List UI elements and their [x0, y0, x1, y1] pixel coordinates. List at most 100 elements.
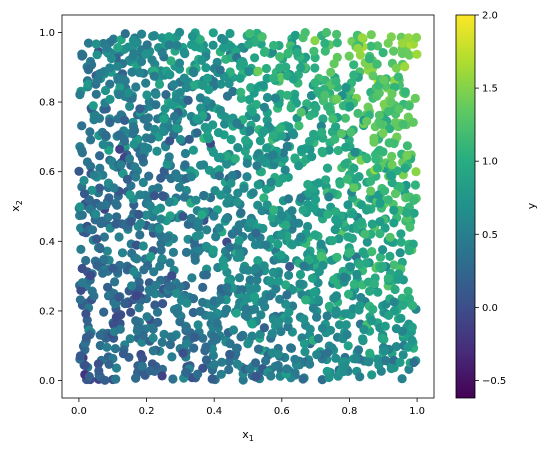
scatter-point [313, 333, 323, 344]
scatter-point [174, 182, 185, 192]
scatter-point [183, 95, 193, 105]
scatter-point [131, 373, 141, 383]
colorbar-tick-label: 1.0 [482, 157, 498, 168]
scatter-point [188, 307, 198, 318]
scatter-point [93, 359, 103, 369]
scatter-point [234, 220, 244, 230]
scatter-point [378, 48, 388, 58]
scatter-point [100, 85, 111, 96]
scatter-point [88, 101, 98, 111]
scatter-point [341, 142, 351, 152]
scatter-point [198, 297, 208, 307]
scatter-point [225, 339, 235, 349]
scatter-point [95, 201, 106, 211]
scatter-point [347, 233, 357, 243]
scatter-point [361, 153, 372, 163]
scatter-point [331, 306, 341, 316]
scatter-point [145, 286, 155, 297]
scatter-point [157, 337, 167, 347]
scatter-point [295, 279, 305, 289]
scatter-point [109, 320, 119, 330]
colorbar-label: y [525, 202, 538, 209]
scatter-point [375, 198, 385, 208]
scatter-point [141, 210, 151, 220]
scatter-point [289, 218, 299, 228]
scatter-point [136, 218, 146, 229]
scatter-point [353, 108, 363, 118]
scatter-point [251, 228, 261, 238]
scatter-point [301, 295, 311, 305]
scatter-point [92, 75, 102, 85]
scatter-point [320, 90, 330, 100]
scatter-point [92, 260, 102, 270]
scatter-point [329, 59, 339, 69]
scatter-point [217, 357, 227, 367]
scatter-point [112, 200, 122, 210]
scatter-point [190, 332, 200, 342]
scatter-point [402, 150, 412, 161]
scatter-point [77, 278, 87, 288]
scatter-point [409, 208, 419, 218]
scatter-point [326, 107, 336, 117]
scatter-point [124, 154, 135, 164]
scatter-point [174, 58, 185, 68]
scatter-point [252, 275, 262, 285]
scatter-point [156, 214, 166, 224]
scatter-point [150, 124, 160, 134]
scatter-point [139, 265, 149, 275]
scatter-point [255, 136, 265, 146]
scatter-point [184, 134, 194, 144]
scatter-point [150, 300, 160, 310]
scatter-point [103, 212, 113, 222]
scatter-point [144, 171, 154, 181]
scatter-point [364, 54, 375, 64]
scatter-point [151, 280, 161, 290]
scatter-point [259, 323, 269, 333]
scatter-point [126, 217, 136, 227]
scatter-point [145, 201, 155, 211]
scatter-point [389, 205, 399, 215]
scatter-point [250, 358, 261, 368]
scatter-point [307, 273, 318, 283]
scatter-point [345, 262, 356, 272]
scatter-point [276, 123, 286, 133]
scatter-point [349, 70, 359, 80]
scatter-point [208, 40, 218, 50]
scatter-point [164, 40, 174, 50]
scatter-point [404, 246, 414, 256]
scatter-point [227, 170, 237, 181]
scatter-point [375, 217, 385, 227]
scatter-point [234, 248, 245, 258]
scatter-point [259, 126, 269, 136]
scatter-point [284, 307, 294, 317]
scatter-point [146, 251, 156, 262]
y-axis-ticks: 0.0 0.2 0.4 0.6 0.8 1.0 [39, 28, 62, 387]
scatter-point [349, 60, 359, 70]
scatter-point [275, 294, 285, 304]
scatter-point [283, 48, 293, 58]
scatter-point [360, 229, 370, 239]
scatter-point [393, 72, 403, 82]
scatter-point [204, 134, 214, 144]
scatter-point [294, 161, 304, 171]
scatter-point [239, 264, 249, 275]
scatter-point [95, 151, 105, 161]
scatter-point [276, 230, 286, 240]
scatter-point [95, 69, 105, 79]
scatter-point [316, 251, 326, 262]
scatter-point [282, 90, 292, 100]
scatter-point [411, 167, 421, 177]
scatter-point [120, 299, 130, 309]
scatter-point [135, 104, 145, 114]
scatter-point [209, 211, 219, 221]
scatter-point [331, 122, 341, 132]
scatter-point [349, 163, 359, 173]
scatter-point [393, 274, 403, 284]
scatter-point [391, 342, 401, 352]
scatter-point [149, 191, 159, 201]
scatter-point [142, 40, 152, 50]
scatter-point [300, 347, 310, 357]
scatter-point [276, 326, 286, 337]
scatter-point [404, 294, 414, 304]
scatter-point [94, 366, 104, 376]
